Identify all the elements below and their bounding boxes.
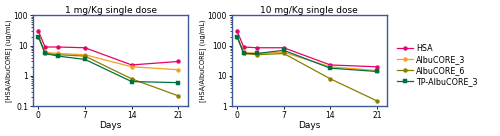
HSA	[254, 47, 260, 49]
AlbuCORE_6	[128, 78, 134, 80]
X-axis label: Days: Days	[298, 121, 320, 130]
Line: HSA: HSA	[36, 29, 180, 67]
HSA	[42, 46, 48, 48]
AlbuCORE_3	[280, 52, 286, 53]
Line: HSA: HSA	[235, 29, 379, 69]
HSA	[328, 64, 334, 66]
AlbuCORE_6	[254, 54, 260, 55]
HSA	[240, 46, 246, 48]
Title: 10 mg/Kg single dose: 10 mg/Kg single dose	[260, 6, 358, 15]
AlbuCORE_3	[36, 36, 42, 37]
TP-AlbuCORE_3	[176, 82, 182, 84]
X-axis label: Days: Days	[100, 121, 122, 130]
TP-AlbuCORE_3	[280, 50, 286, 51]
HSA	[56, 46, 62, 48]
TP-AlbuCORE_3	[234, 36, 240, 37]
HSA	[176, 61, 182, 62]
Line: TP-AlbuCORE_3: TP-AlbuCORE_3	[235, 35, 379, 73]
HSA	[280, 47, 286, 49]
TP-AlbuCORE_3	[36, 36, 42, 37]
Y-axis label: [HSA/AlbuCORE] (ug/mL): [HSA/AlbuCORE] (ug/mL)	[200, 19, 206, 102]
AlbuCORE_6	[36, 36, 42, 37]
AlbuCORE_6	[280, 53, 286, 54]
AlbuCORE_3	[374, 70, 380, 71]
AlbuCORE_6	[176, 95, 182, 97]
HSA	[128, 64, 134, 66]
Line: AlbuCORE_6: AlbuCORE_6	[36, 35, 180, 98]
HSA	[374, 66, 380, 68]
AlbuCORE_6	[56, 54, 62, 55]
AlbuCORE_3	[128, 66, 134, 68]
TP-AlbuCORE_3	[82, 59, 88, 60]
AlbuCORE_3	[56, 53, 62, 54]
AlbuCORE_3	[240, 52, 246, 53]
Line: AlbuCORE_6: AlbuCORE_6	[235, 35, 379, 103]
AlbuCORE_6	[240, 53, 246, 54]
TP-AlbuCORE_3	[374, 71, 380, 72]
AlbuCORE_3	[176, 69, 182, 71]
TP-AlbuCORE_3	[328, 67, 334, 69]
AlbuCORE_6	[328, 78, 334, 80]
AlbuCORE_3	[42, 52, 48, 53]
TP-AlbuCORE_3	[128, 81, 134, 82]
Line: TP-AlbuCORE_3: TP-AlbuCORE_3	[36, 35, 180, 85]
AlbuCORE_6	[82, 55, 88, 57]
TP-AlbuCORE_3	[56, 55, 62, 57]
Y-axis label: [HSA/AlbuCORE] (ug/mL): [HSA/AlbuCORE] (ug/mL)	[6, 19, 12, 102]
AlbuCORE_3	[328, 66, 334, 68]
Line: AlbuCORE_3: AlbuCORE_3	[235, 35, 379, 72]
TP-AlbuCORE_3	[240, 53, 246, 54]
Line: AlbuCORE_3: AlbuCORE_3	[36, 35, 180, 72]
HSA	[82, 47, 88, 49]
AlbuCORE_3	[82, 54, 88, 55]
Title: 1 mg/Kg single dose: 1 mg/Kg single dose	[64, 6, 156, 15]
AlbuCORE_6	[374, 100, 380, 102]
HSA	[36, 30, 42, 32]
Legend: HSA, AlbuCORE_3, AlbuCORE_6, TP-AlbuCORE_3: HSA, AlbuCORE_3, AlbuCORE_6, TP-AlbuCORE…	[396, 44, 477, 86]
TP-AlbuCORE_3	[254, 53, 260, 54]
HSA	[234, 30, 240, 32]
TP-AlbuCORE_3	[42, 53, 48, 54]
AlbuCORE_6	[234, 36, 240, 37]
AlbuCORE_3	[254, 53, 260, 54]
AlbuCORE_6	[42, 53, 48, 54]
AlbuCORE_3	[234, 36, 240, 37]
